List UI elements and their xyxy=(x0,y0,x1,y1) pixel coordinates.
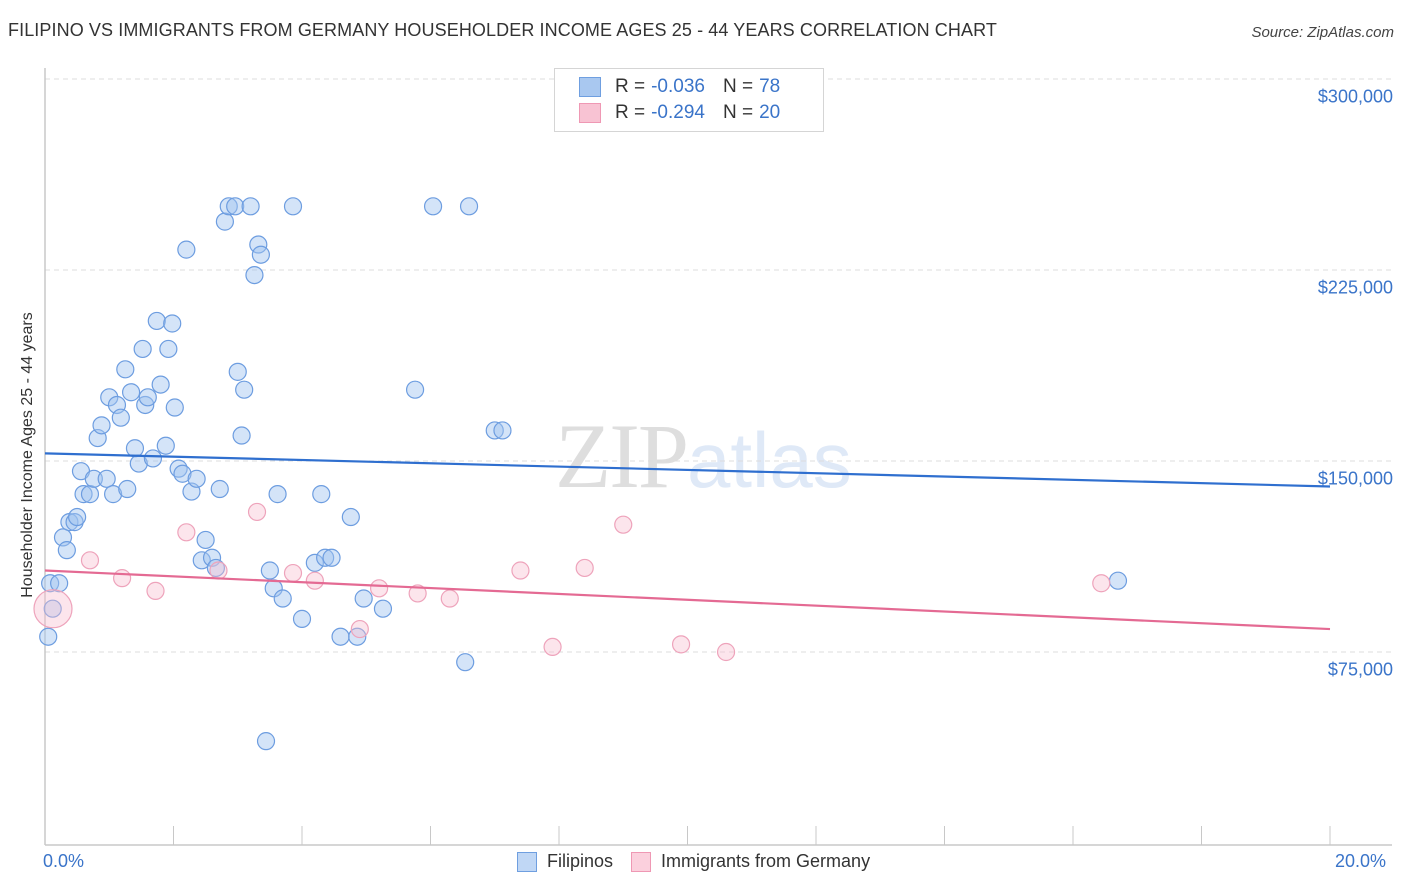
axes xyxy=(44,68,1392,846)
filipinos-points xyxy=(39,197,1128,751)
legend-label: Filipinos xyxy=(547,851,614,871)
r-label: R = xyxy=(615,102,646,123)
germany-swatch xyxy=(631,851,652,872)
n-label: N = xyxy=(722,102,754,123)
r-label: R = xyxy=(615,76,646,97)
y-axis-label: Householder Income Ages 25 - 44 years xyxy=(19,312,36,598)
correlation-legend: R = -0.036 N = 78 R = -0.294 N = 20 xyxy=(554,68,824,132)
x-tick-max: 20.0% xyxy=(1335,851,1387,871)
watermark-zip: ZIP xyxy=(555,405,689,507)
y-tick-300000: $300,000 xyxy=(1317,86,1393,107)
trend-lines xyxy=(44,452,1331,631)
legend-label: Immigrants from Germany xyxy=(661,851,871,871)
series-legend: Filipinos Immigrants from Germany xyxy=(517,851,888,872)
watermark-atlas: atlas xyxy=(687,416,852,504)
zipatlas-watermark: ZIPatlas xyxy=(555,410,852,502)
legend-item-germany[interactable]: Immigrants from Germany xyxy=(631,851,870,872)
r-value: -0.036 xyxy=(651,76,705,97)
legend-row-germany: R = -0.294 N = 20 xyxy=(579,101,780,125)
germany-swatch xyxy=(579,103,601,123)
legend-item-filipinos[interactable]: Filipinos xyxy=(517,851,613,872)
gridlines xyxy=(45,78,1392,653)
n-label: N = xyxy=(722,76,754,97)
x-tick-min: 0.0% xyxy=(43,851,85,871)
legend-row-filipinos: R = -0.036 N = 78 xyxy=(579,75,780,99)
filipinos-swatch xyxy=(517,851,537,872)
y-tick-75000: $75,000 xyxy=(1327,659,1393,680)
y-tick-225000: $225,000 xyxy=(1317,277,1393,298)
n-value: 20 xyxy=(759,102,781,123)
n-value: 78 xyxy=(759,76,781,97)
filipinos-swatch xyxy=(579,77,601,97)
source-credit: Source: ZipAtlas.com xyxy=(1251,24,1394,41)
y-tick-150000: $150,000 xyxy=(1317,468,1393,489)
chart-title: FILIPINO VS IMMIGRANTS FROM GERMANY HOUS… xyxy=(8,20,997,40)
germany-immigrants-points xyxy=(33,502,1111,662)
r-value: -0.294 xyxy=(651,102,705,123)
